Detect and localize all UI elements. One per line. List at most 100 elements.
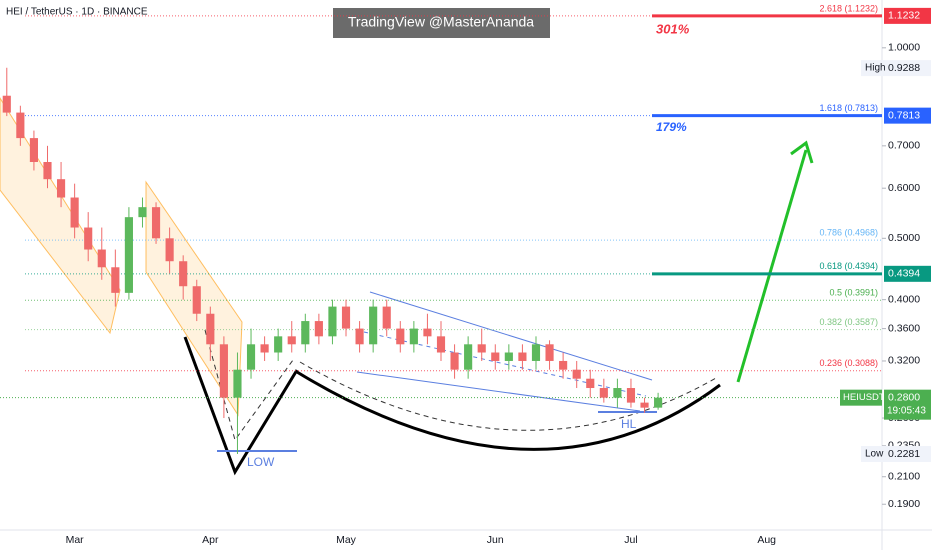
candle-body — [192, 286, 201, 314]
price-label: 1.1232 — [888, 10, 920, 22]
candle-body — [328, 306, 337, 337]
fib-label: 0.236 (0.3088) — [819, 358, 878, 368]
countdown: 19:05:43 — [887, 405, 926, 416]
candle-body — [559, 360, 568, 370]
annotation: 179% — [656, 120, 687, 134]
fib-label: 0.5 (0.3991) — [829, 288, 878, 298]
candle-body — [450, 352, 459, 370]
last-price-box — [884, 389, 931, 420]
y-tick-label: 0.4000 — [888, 293, 920, 305]
candle-body — [599, 388, 608, 398]
candle-body — [287, 336, 296, 345]
y-tick-label: 0.3600 — [888, 322, 920, 334]
candle-body — [640, 402, 649, 408]
candle-body — [70, 197, 79, 228]
y-tick-label: 0.3200 — [888, 355, 920, 367]
candle-body — [56, 179, 66, 198]
candle-body — [518, 352, 527, 361]
annotation: 301% — [656, 21, 690, 36]
candle-body — [477, 344, 486, 353]
y-tick-label: 0.7000 — [888, 140, 920, 152]
candle-body — [179, 261, 188, 287]
candle-body — [219, 344, 228, 398]
fib-label: 0.382 (0.3587) — [819, 317, 878, 327]
x-tick-label: Apr — [202, 534, 219, 546]
extreme-title: Low — [865, 449, 884, 460]
candle-body — [369, 306, 378, 345]
candle-body — [341, 306, 351, 329]
v-dashed — [204, 329, 294, 442]
price-label: 0.7813 — [888, 109, 920, 121]
x-tick-label: May — [336, 534, 357, 546]
candle-body — [233, 369, 242, 398]
x-tick-label: Jul — [624, 534, 637, 546]
candle-body — [409, 328, 418, 345]
x-tick-label: Mar — [66, 534, 85, 546]
symbol: HEIUSDT — [843, 392, 885, 403]
fib-label: 1.618 (0.7813) — [819, 103, 878, 113]
y-tick-label: 0.5000 — [888, 232, 920, 244]
candle-body — [572, 369, 581, 379]
annotation: LOW — [247, 455, 275, 469]
fib-label: 0.786 (0.4968) — [819, 227, 878, 237]
wedge-line — [369, 291, 653, 381]
wedge-line — [356, 371, 641, 412]
candle-body — [491, 352, 500, 361]
candle-body — [124, 217, 133, 293]
candle-body — [613, 388, 622, 398]
candle-body — [97, 249, 106, 268]
candle-body — [165, 238, 174, 262]
candle-body — [545, 344, 554, 361]
price-box — [884, 265, 931, 282]
extreme-label: 0.2281 — [888, 448, 920, 460]
candle-body — [84, 227, 93, 250]
candle-body — [396, 328, 405, 345]
extreme-label: 0.9288 — [888, 62, 920, 74]
candle-body — [2, 95, 11, 113]
candle-body — [314, 321, 323, 337]
candle-body — [260, 344, 269, 353]
candle-body — [138, 207, 147, 218]
candle-body — [16, 112, 25, 139]
candle-body — [423, 328, 432, 337]
arrow-head — [790, 140, 814, 164]
chart-title: HEI / TetherUS · 1D · BINANCE — [6, 7, 148, 18]
candle-body — [586, 378, 595, 389]
x-tick-label: Jun — [487, 534, 504, 546]
extreme-box — [861, 60, 931, 77]
fib-label: 0.618 (0.4394) — [819, 261, 878, 271]
candle-body — [111, 267, 120, 293]
last-price: 0.2800 — [888, 391, 920, 403]
watermark-box — [333, 8, 550, 38]
candle-body — [464, 344, 473, 370]
y-tick-label: 1.0000 — [888, 42, 920, 54]
watermark: TradingView @MasterAnanda — [348, 14, 534, 30]
symbol-box — [840, 389, 882, 406]
v-shape — [183, 336, 299, 476]
price-box — [884, 107, 931, 124]
drawings — [0, 97, 814, 476]
x-tick-label: Aug — [757, 534, 776, 546]
candle-body — [436, 336, 446, 353]
candle-body — [626, 388, 636, 403]
extreme-title: High — [865, 63, 886, 74]
candle-body — [654, 397, 663, 408]
y-tick-label: 0.2100 — [888, 471, 920, 483]
cup-curve — [296, 370, 721, 451]
candle-body — [531, 344, 541, 361]
candle-body — [151, 207, 161, 239]
candle-body — [382, 306, 391, 329]
arrow — [736, 149, 808, 383]
y-tick-label: 0.6000 — [888, 182, 920, 194]
fib-label: 2.618 (1.1232) — [819, 3, 878, 13]
candle-body — [301, 321, 310, 345]
candle-body — [355, 328, 364, 345]
candle-body — [43, 162, 52, 180]
candle-body — [29, 138, 38, 163]
candle-body — [246, 344, 256, 370]
candle-body — [274, 336, 283, 353]
price-box — [884, 7, 931, 24]
extreme-box — [861, 446, 931, 463]
y-tick-label: 0.1900 — [888, 498, 920, 510]
